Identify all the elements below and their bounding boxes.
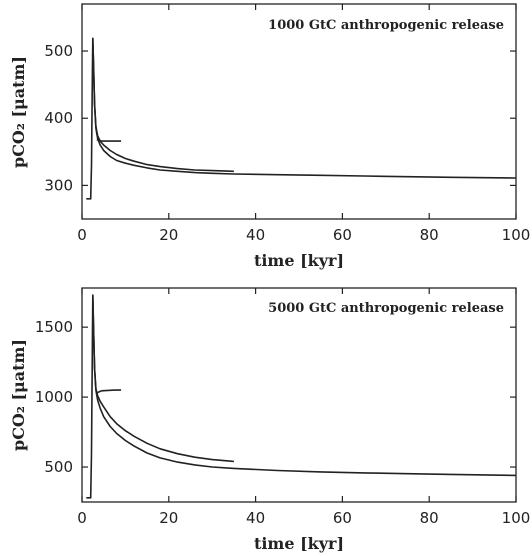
top-panel-xtick-label: 0 — [77, 226, 87, 244]
top-panel-series-line-1 — [86, 37, 517, 200]
top-panel-ylabel: pCO₂ [μatm] — [9, 56, 28, 168]
top-panel-xtick-label: 40 — [246, 226, 265, 244]
top-panel-series — [86, 37, 517, 200]
top-panel-series-line-2 — [92, 38, 234, 173]
bottom-panel-ytick-label: 500 — [44, 458, 73, 476]
bottom-panel-xtick-label: 0 — [77, 509, 87, 527]
bottom-panel-xtick-label: 40 — [246, 509, 265, 527]
bottom-panel-series-line-3 — [96, 389, 122, 394]
bottom-panel-xtick-label: 80 — [420, 509, 439, 527]
top-panel-ytick-label: 400 — [44, 109, 73, 127]
top-panel-xtick-label: 60 — [333, 226, 352, 244]
bottom-panel-xlabel: time [kyr] — [254, 534, 344, 553]
top-panel-annotation: 1000 GtC anthropogenic release — [268, 18, 504, 33]
bottom-panel-annotation: 5000 GtC anthropogenic release — [268, 301, 504, 316]
bottom-panel-ylabel: pCO₂ [μatm] — [9, 339, 28, 451]
bottom-panel-xtick-label: 100 — [502, 509, 531, 527]
top-panel-xlabel: time [kyr] — [254, 251, 344, 270]
top-panel-xtick-label: 100 — [502, 226, 531, 244]
bottom-panel-series-line-2 — [92, 294, 234, 463]
bottom-panel-ticks: 0 20 40 60 80 100 500 1000 1500 — [35, 288, 531, 527]
bottom-panel-xtick-label: 60 — [333, 509, 352, 527]
bottom-panel-series-line-1 — [86, 294, 517, 499]
top-panel-ytick-label: 300 — [44, 176, 73, 194]
top-panel-series-line-3 — [96, 138, 122, 142]
bottom-panel-xtick-label: 20 — [159, 509, 178, 527]
bottom-panel-frame — [81, 287, 517, 503]
bottom-panel-series — [86, 294, 517, 499]
top-panel-xtick-label: 80 — [420, 226, 439, 244]
top-panel-ytick-label: 500 — [44, 42, 73, 60]
bottom-panel-ytick-label: 1500 — [35, 318, 73, 336]
top-panel: 1000 GtC anthropogenic release time [kyr… — [9, 3, 530, 270]
bottom-panel-ytick-label: 1000 — [35, 388, 73, 406]
bottom-panel: 5000 GtC anthropogenic release time [kyr… — [9, 287, 531, 553]
top-panel-frame — [81, 3, 517, 220]
top-panel-xtick-label: 20 — [159, 226, 178, 244]
top-panel-ticks: 0 20 40 60 80 100 300 400 500 — [44, 4, 530, 244]
